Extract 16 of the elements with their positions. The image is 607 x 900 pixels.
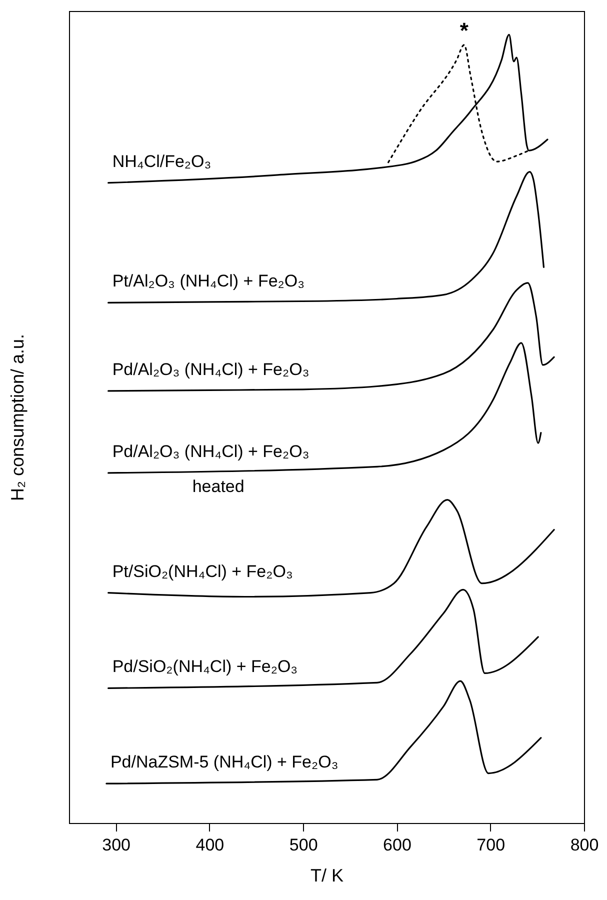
y-axis-title: H₂ consumption/ a.u. <box>8 334 28 502</box>
x-tick-label: 300 <box>102 836 131 854</box>
annotation: * <box>460 18 469 43</box>
series-label: Pd/Al₂O₃ (NH₄Cl) + Fe₂O₃ heated <box>112 442 310 496</box>
series-label: Pd/NaZSM-5 (NH₄Cl) + Fe₂O₃ <box>110 752 338 772</box>
series-label: Pd/Al₂O₃ (NH₄Cl) + Fe₂O₃ <box>112 360 310 379</box>
x-tick-label: 600 <box>383 836 412 854</box>
x-tick-label: 400 <box>196 836 224 854</box>
series-label: Pt/SiO₂(NH₄Cl) + Fe₂O₃ <box>112 562 293 581</box>
x-tick-label: 500 <box>289 836 318 854</box>
series-label: NH₄Cl/Fe₂O₃ <box>112 152 212 171</box>
series-label: Pt/Al₂O₃ (NH₄Cl) + Fe₂O₃ <box>112 272 305 291</box>
series-label: Pd/SiO₂(NH₄Cl) + Fe₂O₃ <box>112 657 298 676</box>
x-tick-label: 800 <box>570 836 599 854</box>
x-tick-label: 700 <box>476 836 506 854</box>
x-axis-title: T/ K <box>310 866 344 886</box>
